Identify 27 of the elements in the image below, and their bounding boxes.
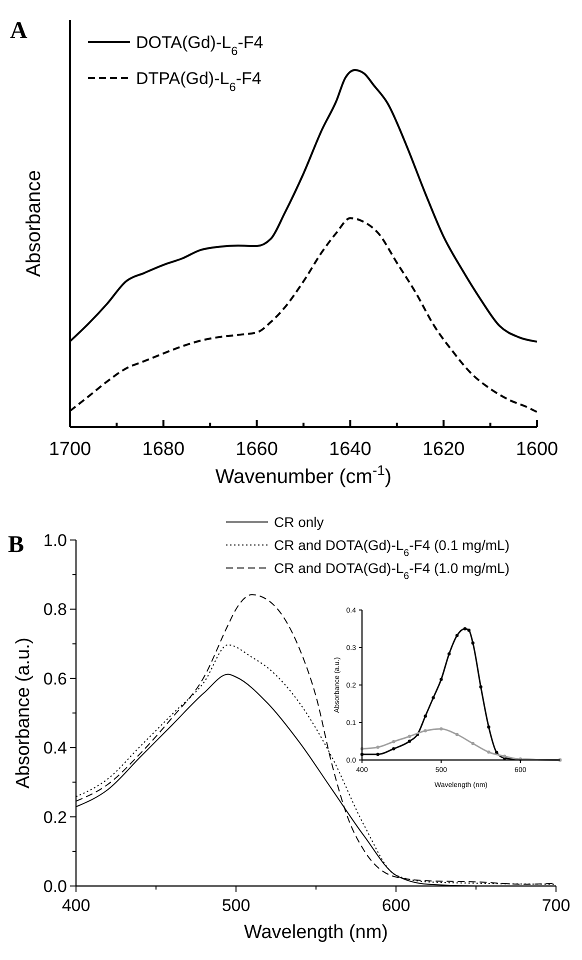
y-tick-label: 0.8 [43, 600, 67, 620]
legend-label: CR only [274, 514, 324, 530]
y-tick-label: 0.0 [43, 876, 67, 896]
y-tick-label: 0.2 [43, 808, 67, 827]
x-axis-title: Wavelength (nm) [244, 922, 388, 943]
x-tick-label: 700 [542, 896, 570, 915]
y-axis-title: Absorbance [23, 170, 45, 277]
text: A [10, 18, 28, 44]
x-tick-label: 1680 [142, 439, 185, 460]
y-axis-title: Absorbance (a.u.) [13, 637, 34, 789]
x-tick-label: 1660 [236, 439, 278, 460]
legend-label: DTPA(Gd)-L$_{6}$-F4 [136, 68, 262, 94]
x-tick-label: 500 [222, 896, 250, 915]
x-tick-label: 600 [382, 896, 410, 915]
y-tick-label: 1.0 [43, 530, 67, 550]
y-tick-label: 0.6 [43, 669, 67, 688]
x-axis-title: Wavenumber (cm$^{-1}$) [215, 462, 392, 488]
x-tick-label: 400 [62, 896, 90, 915]
legend-label: CR and DOTA(Gd)-L$_{6}$-F4 (1.0 mg/mL) [274, 560, 510, 582]
x-tick-label: 1700 [48, 439, 92, 460]
text: B [8, 532, 24, 558]
y-tick-label: 0.4 [43, 738, 67, 758]
x-tick-label: 1600 [516, 439, 558, 460]
x-tick-label: 1640 [329, 439, 372, 460]
legend-label: DOTA(Gd)-L$_{6}$-F4 [136, 32, 264, 58]
x-tick-label: 1620 [422, 439, 465, 460]
legend-label: CR and DOTA(Gd)-L$_{6}$-F4 (0.1 mg/mL) [274, 536, 510, 558]
